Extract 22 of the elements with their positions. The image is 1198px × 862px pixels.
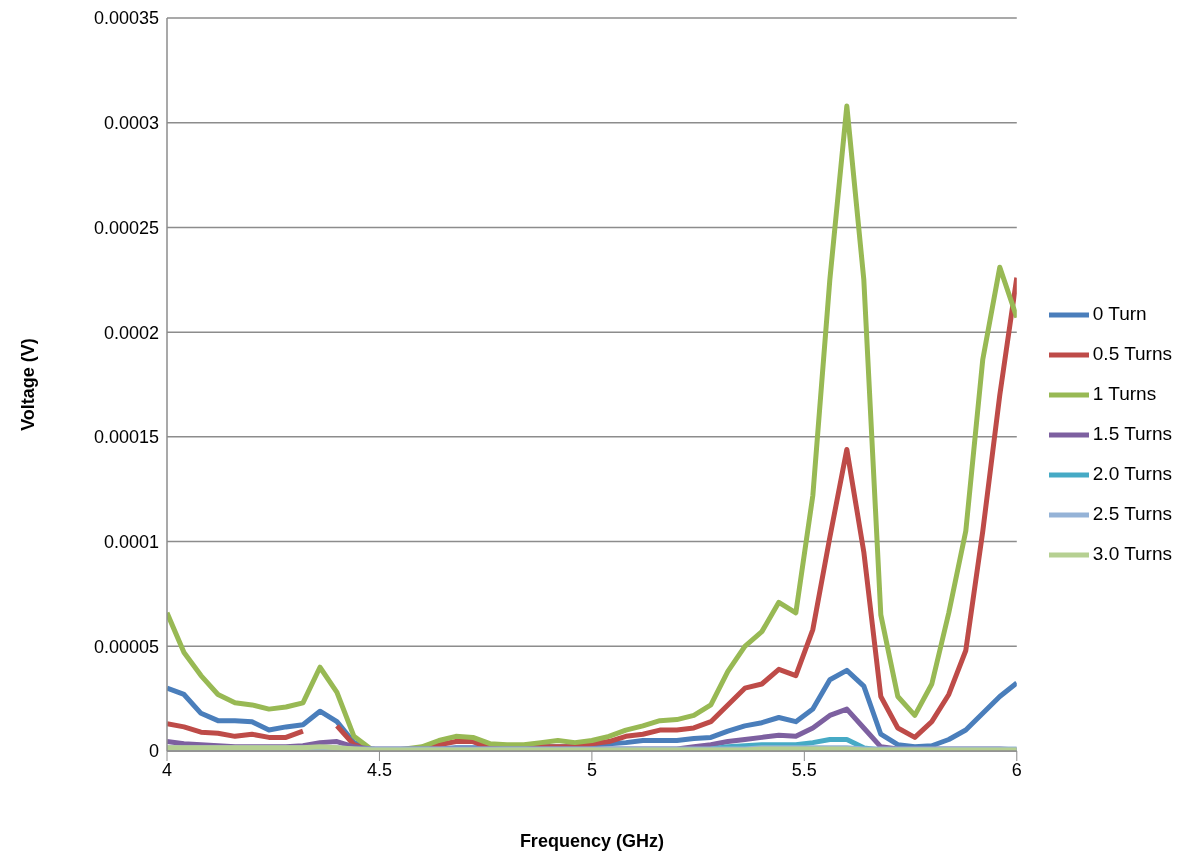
- legend-label: 1 Turns: [1092, 383, 1157, 405]
- y-axis-title: Voltage (V): [18, 338, 38, 431]
- y-tick-label: 0.00015: [93, 427, 159, 448]
- x-tick-label: 4.5: [366, 759, 392, 780]
- legend-label: 2.0 Turns: [1092, 463, 1172, 485]
- legend-label: 1.5 Turns: [1092, 423, 1172, 445]
- y-tick-label: 0.00025: [93, 217, 159, 238]
- y-tick-label: 0.0003: [103, 113, 159, 134]
- y-tick-label: 0.00035: [93, 8, 159, 29]
- legend-label: 3.0 Turns: [1092, 543, 1172, 565]
- x-axis-title: Frequency (GHz): [519, 831, 664, 851]
- legend-label: 0 Turn: [1092, 303, 1147, 325]
- x-tick-label: 5: [586, 759, 597, 780]
- legend-label: 0.5 Turns: [1092, 343, 1172, 365]
- x-tick-label: 5.5: [791, 759, 817, 780]
- y-tick-label: 0: [148, 741, 159, 762]
- y-tick-label: 0.00005: [93, 636, 159, 657]
- x-tick-label: 6: [1011, 759, 1022, 780]
- y-tick-label: 0.0001: [103, 531, 159, 552]
- y-tick-label: 0.0002: [103, 322, 159, 343]
- legend-label: 2.5 Turns: [1092, 503, 1172, 525]
- x-tick-label: 4: [161, 759, 173, 780]
